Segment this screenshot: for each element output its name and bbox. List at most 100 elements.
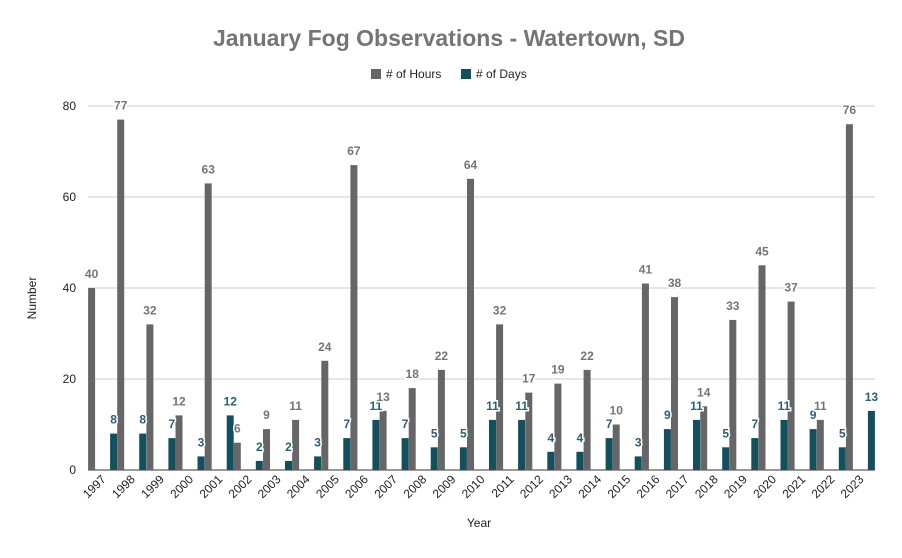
data-label-hours: 22: [435, 349, 449, 363]
bar-days: [576, 451, 584, 470]
bar-hours: [233, 442, 241, 470]
bar-days: [489, 419, 496, 470]
x-tick-label: 2018: [692, 472, 721, 501]
bar-days: [372, 419, 380, 470]
bar-hours: [408, 388, 416, 470]
data-label-days: 11: [690, 399, 703, 413]
bar-hours: [467, 178, 474, 471]
data-label-hours: 18: [406, 367, 420, 381]
x-tick-label: 2009: [430, 472, 459, 501]
data-label-hours: 41: [639, 263, 653, 277]
bar-hours: [496, 324, 504, 470]
bar-hours: [612, 424, 620, 470]
x-tick-label: 2017: [663, 472, 692, 501]
x-axis-title: Year: [467, 516, 491, 530]
x-tick-label: 2001: [197, 472, 226, 501]
x-tick-label: 2010: [459, 472, 488, 501]
data-label-days: 13: [865, 390, 879, 404]
data-label-hours: 45: [755, 244, 769, 258]
y-tick-label: 0: [69, 463, 76, 477]
data-label-days: 9: [664, 408, 671, 422]
data-label-hours: 33: [726, 299, 740, 313]
legend-swatch-hours: [371, 69, 381, 79]
bar-days: [605, 438, 613, 470]
bar-days: [634, 456, 642, 470]
data-label-days: 7: [606, 417, 613, 431]
bar-hours: [583, 369, 591, 470]
data-label-days: 5: [839, 426, 846, 440]
y-tick-label: 20: [63, 372, 77, 386]
x-tick-label: 2016: [634, 472, 663, 501]
data-label-hours: 11: [289, 399, 302, 413]
data-label-hours: 6: [234, 422, 241, 436]
bar-hours: [437, 369, 445, 470]
bar-days: [255, 460, 263, 470]
data-label-hours: 38: [668, 276, 682, 290]
data-label-hours: 17: [522, 372, 536, 386]
data-label-hours: 24: [318, 340, 332, 354]
data-label-hours: 63: [202, 162, 216, 176]
bar-hours: [641, 283, 649, 470]
x-tick-label: 2008: [401, 472, 430, 501]
x-tick-label: 2005: [313, 472, 342, 501]
data-label-hours: 19: [551, 363, 565, 377]
data-label-hours: 64: [464, 158, 478, 172]
x-tick-label: 2019: [721, 472, 750, 501]
data-label-days: 12: [224, 394, 238, 408]
legend: # of Hours # of Days: [371, 67, 527, 81]
data-label-hours: 11: [814, 399, 827, 413]
y-tick-label: 80: [63, 99, 77, 113]
bar-days: [197, 456, 205, 470]
data-label-hours: 32: [143, 303, 157, 317]
x-tick-label: 1998: [109, 472, 138, 501]
bar-days: [168, 438, 176, 470]
data-label-days: 7: [751, 417, 758, 431]
data-label-days: 7: [169, 417, 176, 431]
bar-hours: [350, 165, 358, 470]
bar-days: [459, 447, 467, 471]
chart-title: January Fog Observations - Watertown, SD: [213, 25, 685, 51]
bar-hours: [525, 392, 533, 470]
bars: [88, 119, 875, 471]
data-label-hours: 9: [263, 408, 270, 422]
data-label-hours: 67: [347, 144, 361, 158]
bar-days: [838, 447, 846, 471]
data-label-hours: 77: [114, 99, 128, 113]
data-label-days: 9: [810, 408, 817, 422]
x-tick-label: 2006: [342, 472, 371, 501]
bar-hours: [671, 297, 678, 470]
bar-hours: [175, 415, 183, 470]
bar-days: [722, 447, 730, 471]
data-label-days: 4: [547, 431, 554, 445]
bar-days: [139, 433, 147, 470]
bar-hours: [379, 410, 387, 470]
bar-days: [314, 456, 322, 470]
bar-days: [547, 451, 555, 470]
bar-days: [867, 410, 875, 470]
bar-hours: [321, 360, 329, 470]
data-label-days: 3: [198, 435, 205, 449]
x-tick-label: 2020: [750, 472, 779, 501]
data-label-hours: 76: [843, 103, 857, 117]
y-tick-label: 40: [63, 281, 77, 295]
bar-hours: [729, 319, 737, 470]
bar-days: [226, 415, 234, 470]
y-axis-ticks: 0 20 40 60 80: [63, 99, 77, 477]
y-tick-label: 60: [63, 190, 77, 204]
data-label-days: 11: [486, 399, 499, 413]
data-label-hours: 37: [784, 281, 798, 295]
bar-hours: [292, 419, 300, 470]
data-label-days: 2: [285, 440, 292, 454]
bar-hours: [845, 124, 853, 470]
bar-hours: [88, 288, 96, 470]
data-label-days: 5: [460, 426, 467, 440]
data-label-days: 11: [515, 399, 528, 413]
data-label-hours: 14: [697, 385, 711, 399]
bar-hours: [758, 265, 766, 471]
x-tick-label: 2022: [809, 472, 838, 501]
data-label-days: 3: [314, 435, 321, 449]
data-label-days: 8: [139, 413, 146, 427]
data-label-days: 3: [635, 435, 642, 449]
bar-hours: [117, 119, 125, 470]
